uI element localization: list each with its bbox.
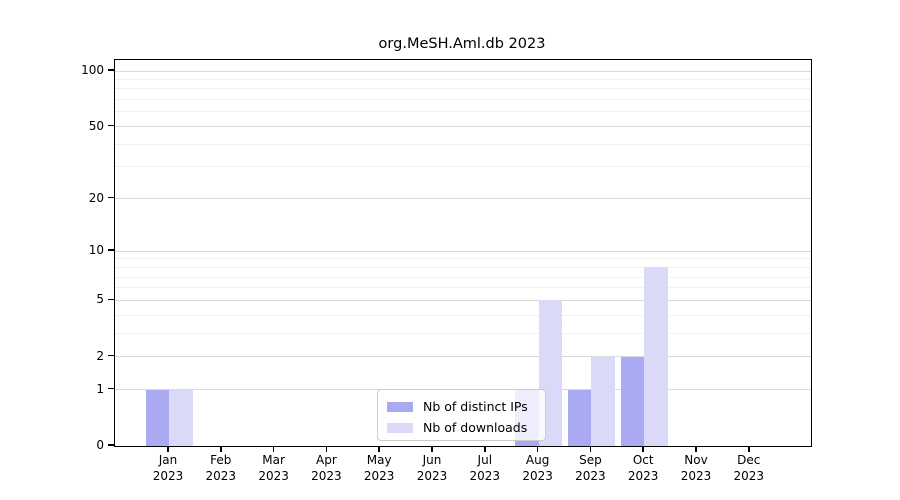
x-axis-tick <box>272 447 275 452</box>
x-label-year: 2023 <box>627 468 659 483</box>
gridline-minor <box>115 88 811 90</box>
x-label-month: Nov <box>684 453 708 467</box>
x-label-month: Feb <box>210 453 232 467</box>
legend-swatch-distinct-ips <box>387 401 413 412</box>
gridline-minor <box>115 111 811 113</box>
x-axis-tick <box>325 447 328 452</box>
gridline-minor <box>115 276 811 278</box>
x-label-month: Jun <box>422 453 442 467</box>
gridline-major <box>115 356 811 358</box>
x-axis-tick <box>695 447 697 452</box>
y-axis-tick-label: 100 <box>81 63 104 78</box>
x-label-year: 2023 <box>152 468 184 483</box>
x-axis-tick <box>431 447 433 452</box>
gridline-major <box>115 126 811 128</box>
bar-downloads <box>644 267 668 446</box>
legend-item-downloads: Nb of downloads <box>387 417 536 438</box>
x-axis-tick-label: Nov 2023 <box>661 453 731 484</box>
x-label-year: 2023 <box>575 468 606 483</box>
y-axis-tick <box>108 298 114 301</box>
legend-label-downloads: Nb of downloads <box>423 420 528 435</box>
x-label-year: 2023 <box>258 468 289 483</box>
x-label-month: Mar <box>262 453 285 467</box>
x-axis-tick <box>642 447 644 452</box>
legend-item-distinct-ips: Nb of distinct IPs <box>387 396 536 417</box>
x-label-month: Dec <box>737 453 761 467</box>
x-axis-tick-label: Mar 2023 <box>239 453 309 484</box>
x-label-year: 2023 <box>733 468 765 483</box>
y-axis-tick <box>108 444 114 446</box>
x-axis-tick-label: Apr 2023 <box>291 453 361 484</box>
y-axis-tick-label: 20 <box>88 190 104 205</box>
gridline-minor <box>115 314 811 316</box>
y-axis-tick <box>108 354 114 357</box>
x-axis-tick-label: Oct 2023 <box>608 453 678 484</box>
x-axis-tick-label: Feb 2023 <box>186 453 256 484</box>
y-axis-tick <box>108 69 114 71</box>
x-axis-tick-label: Jul 2023 <box>450 453 520 484</box>
y-axis-tick <box>108 249 114 251</box>
y-axis-tick <box>108 196 114 199</box>
y-axis-tick-label: 0 <box>96 438 104 452</box>
x-label-year: 2023 <box>311 468 342 483</box>
x-axis-tick <box>220 447 222 452</box>
x-label-month: Jul <box>477 453 493 467</box>
gridline-minor <box>115 78 811 80</box>
x-label-year: 2023 <box>522 468 553 483</box>
x-axis-tick <box>589 447 592 452</box>
y-axis-tick-label: 50 <box>88 118 104 133</box>
y-axis-tick-label: 5 <box>96 292 104 307</box>
x-axis-tick <box>536 447 539 452</box>
x-label-month: Aug <box>525 453 550 467</box>
x-axis-tick <box>484 447 486 452</box>
gridline-minor <box>115 266 811 268</box>
x-axis-tick-label: Dec 2023 <box>714 453 784 484</box>
x-axis-tick-label: May 2023 <box>344 453 414 484</box>
gridline-minor <box>115 166 811 168</box>
x-axis-tick-label: Aug 2023 <box>503 453 573 484</box>
x-label-month: Jan <box>158 453 178 467</box>
y-axis-tick-label: 10 <box>88 243 104 258</box>
bar-downloads <box>591 356 615 446</box>
gridline-minor <box>115 332 811 334</box>
x-axis-tick-label: Jun 2023 <box>397 453 467 484</box>
gridline-major <box>115 250 811 252</box>
x-label-year: 2023 <box>363 468 395 483</box>
bar-distinct-ips <box>620 356 645 446</box>
gridline-minor <box>115 258 811 260</box>
chart-title: org.MeSH.Aml.db 2023 <box>378 36 546 52</box>
x-label-month: Apr <box>316 453 337 467</box>
y-axis-tick-label: 2 <box>96 348 104 363</box>
x-label-month: Sep <box>579 453 602 467</box>
gridline-minor <box>115 99 811 101</box>
x-axis-tick <box>167 447 169 452</box>
y-axis-tick-label: 1 <box>96 381 104 396</box>
x-axis-tick <box>748 447 750 452</box>
gridline-minor <box>115 287 811 289</box>
legend-swatch-downloads <box>387 422 413 433</box>
x-label-month: May <box>366 453 392 467</box>
x-axis-tick-label: Sep 2023 <box>555 453 625 484</box>
x-label-year: 2023 <box>469 468 501 483</box>
y-axis-tick <box>108 124 114 127</box>
x-label-year: 2023 <box>205 468 237 483</box>
gridline-major <box>115 70 811 72</box>
y-axis-tick <box>108 387 114 390</box>
bar-downloads <box>169 389 193 446</box>
gridline-minor <box>115 143 811 145</box>
x-label-year: 2023 <box>680 468 712 483</box>
x-label-year: 2023 <box>416 468 448 483</box>
gridline-major <box>115 299 811 301</box>
x-label-month: Oct <box>632 453 654 467</box>
bar-distinct-ips <box>567 389 592 446</box>
gridline-major <box>115 198 811 200</box>
x-axis-tick-label: Jan 2023 <box>133 453 203 484</box>
x-axis-tick <box>378 447 380 452</box>
bar-distinct-ips <box>145 389 169 446</box>
legend-label-distinct-ips: Nb of distinct IPs <box>423 399 528 414</box>
legend: Nb of distinct IPs Nb of downloads <box>377 389 546 441</box>
